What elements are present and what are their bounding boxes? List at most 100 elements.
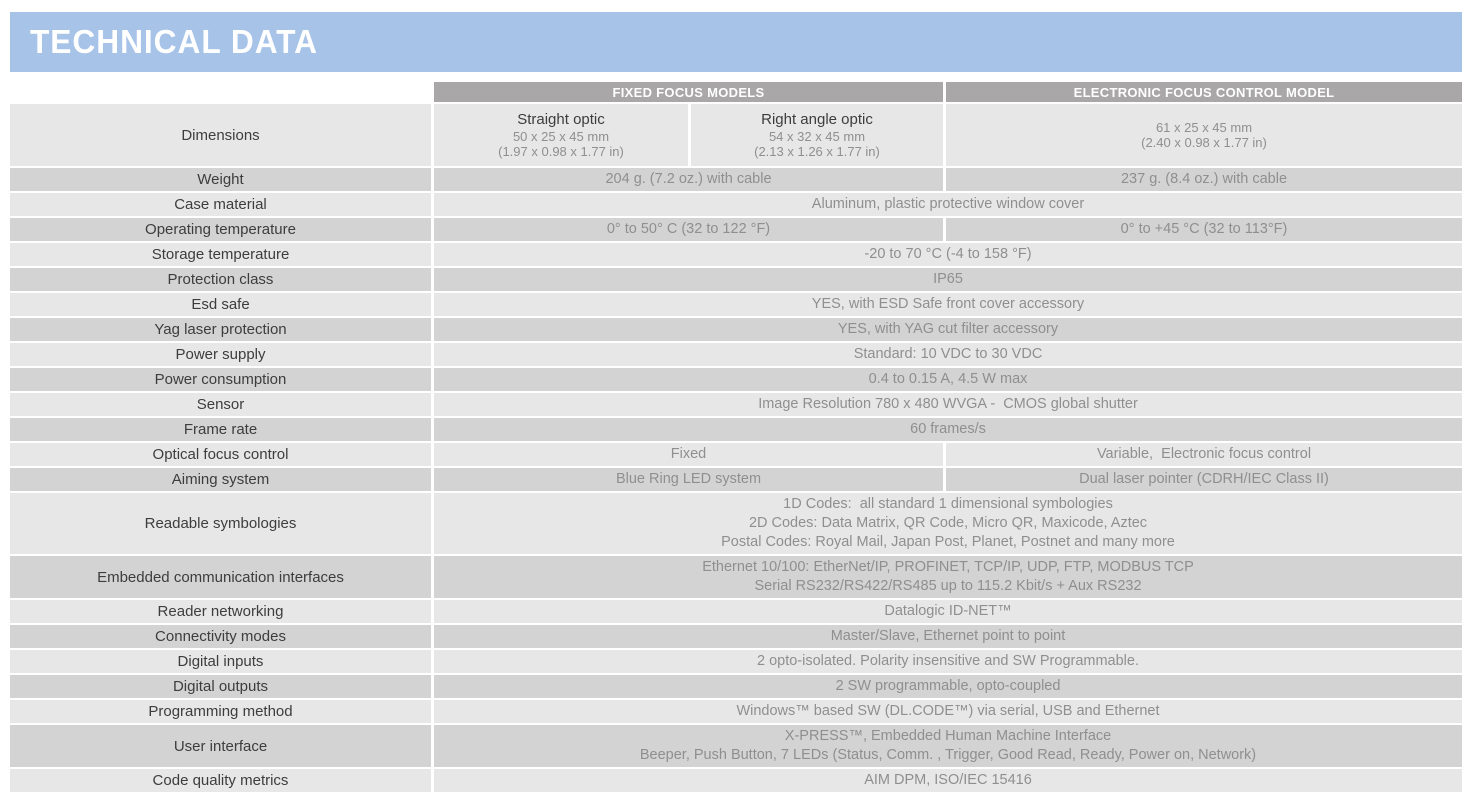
table-row-aiming-system: Aiming system Blue Ring LED system Dual la…: [10, 468, 1462, 491]
cell-line: (2.13 x 1.26 x 1.77 in): [754, 144, 880, 159]
cell-line: Standard: 10 VDC to 30 VDC: [853, 346, 1043, 362]
electronic-focus-value-cell: Dual laser pointer (CDRH/IEC Class II): [946, 468, 1462, 491]
fixed-focus-value-cell: Fixed: [434, 443, 943, 466]
cell-line: 61 x 25 x 45 mm: [1155, 120, 1253, 135]
row-label: Power supply: [10, 343, 431, 366]
cell-line: Windows™ based SW (DL.CODE™) via serial,…: [736, 703, 1160, 719]
cell-line: Ethernet 10/100: EtherNet/IP, PROFINET, …: [702, 559, 1194, 575]
fixed-focus-value-cell: Blue Ring LED system: [434, 468, 943, 491]
table-row-case-material: Case material Aluminum, plastic protectiv…: [10, 193, 1462, 216]
cell-line: YES, with YAG cut filter accessory: [837, 321, 1059, 337]
cell-line: (2.40 x 0.98 x 1.77 in): [1141, 135, 1267, 150]
row-label: Readable symbologies: [10, 493, 431, 554]
row-label: Digital inputs: [10, 650, 431, 673]
spec-value-cell: Ethernet 10/100: EtherNet/IP, PROFINET, …: [434, 556, 1462, 598]
spec-value-cell: X-PRESS™, Embedded Human Machine Interfa…: [434, 725, 1462, 767]
cell-line: 2D Codes: Data Matrix, QR Code, Micro QR…: [748, 515, 1148, 531]
cell-title: Straight optic: [517, 111, 605, 128]
table-row-reader-networking: Reader networking Datalogic ID-NET™: [10, 600, 1462, 623]
cell-line: 60 frames/s: [910, 421, 986, 437]
cell-line: 0° to 50° C (32 to 122 °F): [606, 221, 771, 237]
spec-value-cell: YES, with YAG cut filter accessory: [434, 318, 1462, 341]
table-column-headers: FIXED FOCUS MODELS ELECTRONIC FOCUS CONT…: [10, 82, 1462, 102]
column-header-spacer: [10, 82, 431, 102]
row-label: Dimensions: [10, 104, 431, 166]
cell-title: Right angle optic: [761, 111, 873, 128]
spec-value-cell: 1D Codes: all standard 1 dimensional sym…: [434, 493, 1462, 554]
cell-line: Dual laser pointer (CDRH/IEC Class II): [1079, 471, 1329, 487]
table-row-programming-method: Programming method Windows™ based SW (DL.…: [10, 700, 1462, 723]
cell-line: 0° to +45 °C (32 to 113°F): [1120, 221, 1288, 237]
spec-value-cell: Standard: 10 VDC to 30 VDC: [434, 343, 1462, 366]
row-label: Weight: [10, 168, 431, 191]
row-label: Embedded communication interfaces: [10, 556, 431, 598]
row-label: User interface: [10, 725, 431, 767]
column-header-electronic-focus-control-model: ELECTRONIC FOCUS CONTROL MODEL: [946, 82, 1462, 102]
row-label: Storage temperature: [10, 243, 431, 266]
table-row-embedded-communication-interfaces: Embedded communication interfaces Etherne…: [10, 556, 1462, 598]
cell-line: 1D Codes: all standard 1 dimensional sym…: [783, 496, 1113, 512]
spec-value-cell: AIM DPM, ISO/IEC 15416: [434, 769, 1462, 792]
cell-line: AIM DPM, ISO/IEC 15416: [864, 772, 1032, 788]
cell-line: Fixed: [670, 446, 707, 462]
cell-line: 237 g. (8.4 oz.) with cable: [1120, 171, 1288, 187]
row-label: Esd safe: [10, 293, 431, 316]
title-bar: TECHNICAL DATA: [10, 12, 1462, 72]
spec-value-cell: Windows™ based SW (DL.CODE™) via serial,…: [434, 700, 1462, 723]
cell-line: Beeper, Push Button, 7 LEDs (Status, Com…: [639, 747, 1257, 763]
cell-line: X-PRESS™, Embedded Human Machine Interfa…: [784, 728, 1112, 744]
fixed-focus-value-cell: 204 g. (7.2 oz.) with cable: [434, 168, 943, 191]
row-label: Connectivity modes: [10, 625, 431, 648]
spec-value-cell: IP65: [434, 268, 1462, 291]
spec-value-cell: 60 frames/s: [434, 418, 1462, 441]
row-label: Yag laser protection: [10, 318, 431, 341]
column-header-fixed-focus-models: FIXED FOCUS MODELS: [434, 82, 943, 102]
cell-line: 2 opto-isolated. Polarity insensitive an…: [756, 653, 1139, 669]
spec-table: Dimensions Straight optic 50 x 25 x 45 mm(…: [10, 104, 1462, 792]
cell-line: 204 g. (7.2 oz.) with cable: [605, 171, 772, 187]
cell-line: Master/Slave, Ethernet point to point: [830, 628, 1066, 644]
spec-value-cell: Datalogic ID-NET™: [434, 600, 1462, 623]
row-label: Frame rate: [10, 418, 431, 441]
table-row-dimensions: Dimensions Straight optic 50 x 25 x 45 mm(…: [10, 104, 1462, 166]
spec-value-cell: Image Resolution 780 x 480 WVGA - CMOS g…: [434, 393, 1462, 416]
cell-line: Aluminum, plastic protective window cove…: [811, 196, 1085, 212]
cell-line: -20 to 70 °C (-4 to 158 °F): [864, 246, 1032, 262]
cell-line: Blue Ring LED system: [615, 471, 762, 487]
cell-line: 2 SW programmable, opto-coupled: [835, 678, 1061, 694]
table-row-protection-class: Protection class IP65: [10, 268, 1462, 291]
table-row-power-supply: Power supply Standard: 10 VDC to 30 VDC: [10, 343, 1462, 366]
table-row-operating-temperature: Operating temperature 0° to 50° C (32 to …: [10, 218, 1462, 241]
table-row-code-quality-metrics: Code quality metrics AIM DPM, ISO/IEC 154…: [10, 769, 1462, 792]
technical-data-sheet: TECHNICAL DATA FIXED FOCUS MODELS ELECTR…: [10, 12, 1462, 792]
row-label: Programming method: [10, 700, 431, 723]
table-row-connectivity-modes: Connectivity modes Master/Slave, Ethernet…: [10, 625, 1462, 648]
cell-line: Datalogic ID-NET™: [884, 603, 1012, 619]
spec-value-cell: 2 SW programmable, opto-coupled: [434, 675, 1462, 698]
table-row-digital-inputs: Digital inputs 2 opto-isolated. Polarity …: [10, 650, 1462, 673]
spec-value-cell: Aluminum, plastic protective window cove…: [434, 193, 1462, 216]
cell-line: Postal Codes: Royal Mail, Japan Post, Pl…: [721, 534, 1175, 550]
table-row-frame-rate: Frame rate 60 frames/s: [10, 418, 1462, 441]
row-label: Aiming system: [10, 468, 431, 491]
table-row-storage-temperature: Storage temperature -20 to 70 °C (-4 to 1…: [10, 243, 1462, 266]
row-label: Case material: [10, 193, 431, 216]
cell-line: YES, with ESD Safe front cover accessory: [811, 296, 1085, 312]
row-label: Reader networking: [10, 600, 431, 623]
cell-line: 50 x 25 x 45 mm: [512, 129, 610, 144]
table-row-power-consumption: Power consumption 0.4 to 0.15 A, 4.5 W ma…: [10, 368, 1462, 391]
dimension-cell-electronic: 61 x 25 x 45 mm (2.40 x 0.98 x 1.77 in): [946, 104, 1462, 166]
electronic-focus-value-cell: Variable, Electronic focus control: [946, 443, 1462, 466]
electronic-focus-value-cell: 237 g. (8.4 oz.) with cable: [946, 168, 1462, 191]
spec-value-cell: 2 opto-isolated. Polarity insensitive an…: [434, 650, 1462, 673]
spec-value-cell: -20 to 70 °C (-4 to 158 °F): [434, 243, 1462, 266]
table-row-weight: Weight 204 g. (7.2 oz.) with cable 237 g. …: [10, 168, 1462, 191]
cell-line: 54 x 32 x 45 mm: [768, 129, 866, 144]
fixed-focus-value-cell: 0° to 50° C (32 to 122 °F): [434, 218, 943, 241]
electronic-focus-value-cell: 0° to +45 °C (32 to 113°F): [946, 218, 1462, 241]
row-label: Power consumption: [10, 368, 431, 391]
table-row-yag-laser-protection: Yag laser protection YES, with YAG cut fi…: [10, 318, 1462, 341]
dimension-cell-straight: Straight optic 50 x 25 x 45 mm (1.97 x 0.9…: [434, 104, 688, 166]
spec-value-cell: Master/Slave, Ethernet point to point: [434, 625, 1462, 648]
row-label: Protection class: [10, 268, 431, 291]
